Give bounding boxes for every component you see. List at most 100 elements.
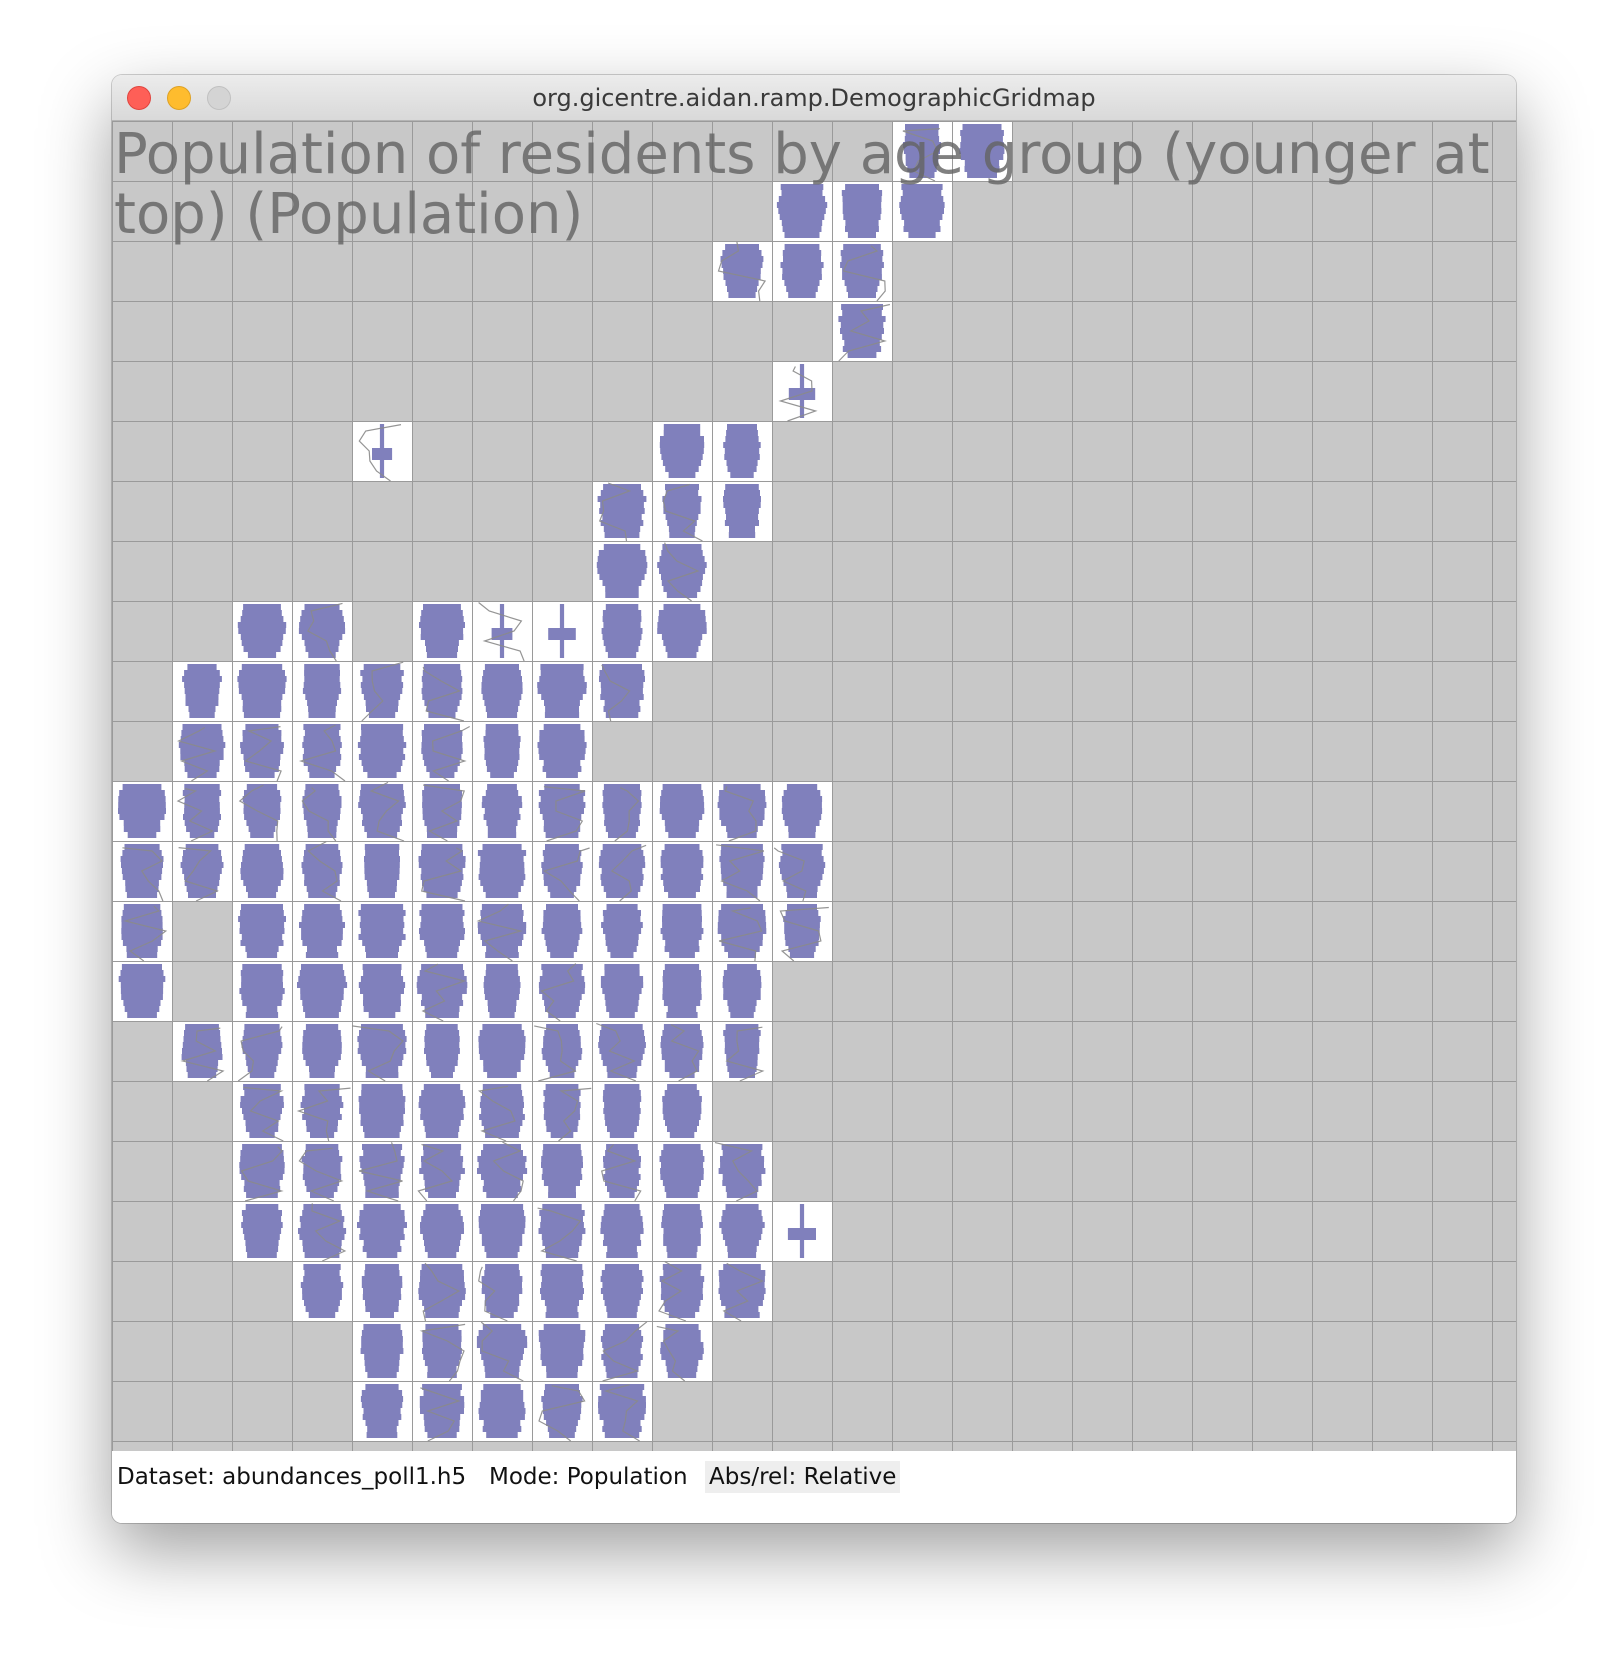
population-glyph[interactable]	[538, 1324, 586, 1378]
population-glyph[interactable]	[662, 1084, 702, 1138]
population-glyph[interactable]	[358, 904, 406, 958]
population-glyph[interactable]	[602, 784, 642, 838]
population-glyph[interactable]	[357, 1204, 407, 1258]
population-glyph[interactable]	[659, 784, 705, 838]
population-glyph[interactable]	[540, 1264, 584, 1318]
population-glyph[interactable]	[358, 964, 406, 1018]
population-glyph[interactable]	[657, 604, 707, 658]
population-glyph[interactable]	[548, 604, 576, 658]
population-glyph[interactable]	[481, 664, 523, 718]
population-glyph[interactable]	[477, 844, 527, 898]
population-glyph[interactable]	[357, 1024, 407, 1078]
population-glyph[interactable]	[361, 1264, 403, 1318]
gridmap-svg[interactable]	[112, 121, 1516, 1451]
population-glyph[interactable]	[543, 1084, 581, 1138]
population-glyph[interactable]	[360, 1324, 404, 1378]
population-glyph[interactable]	[302, 1024, 342, 1078]
mode-label[interactable]: Mode: Population	[489, 1464, 688, 1490]
population-glyph[interactable]	[720, 244, 764, 298]
population-glyph[interactable]	[242, 784, 282, 838]
population-glyph[interactable]	[841, 184, 883, 238]
population-glyph[interactable]	[723, 1024, 761, 1078]
population-glyph[interactable]	[182, 664, 222, 718]
population-glyph[interactable]	[359, 1144, 405, 1198]
population-glyph[interactable]	[477, 904, 527, 958]
population-glyph[interactable]	[659, 424, 705, 478]
population-glyph[interactable]	[718, 1144, 766, 1198]
population-glyph[interactable]	[240, 724, 284, 778]
population-glyph[interactable]	[478, 1384, 526, 1438]
population-glyph[interactable]	[541, 904, 583, 958]
population-glyph[interactable]	[600, 964, 644, 1018]
population-glyph[interactable]	[240, 844, 284, 898]
population-glyph[interactable]	[302, 724, 342, 778]
population-glyph[interactable]	[301, 1144, 343, 1198]
population-glyph[interactable]	[358, 784, 406, 838]
population-glyph[interactable]	[537, 664, 587, 718]
population-glyph[interactable]	[364, 844, 400, 898]
population-glyph[interactable]	[418, 1084, 466, 1138]
population-glyph[interactable]	[302, 664, 342, 718]
population-glyph[interactable]	[600, 1324, 644, 1378]
population-glyph[interactable]	[723, 484, 761, 538]
population-glyph[interactable]	[476, 1324, 528, 1378]
dataset-label[interactable]: Dataset: abundances_poll1.h5	[117, 1464, 467, 1490]
population-glyph[interactable]	[301, 844, 343, 898]
population-glyph[interactable]	[477, 1144, 528, 1198]
population-glyph[interactable]	[298, 604, 346, 658]
population-glyph[interactable]	[298, 1204, 347, 1258]
population-glyph[interactable]	[297, 964, 348, 1018]
population-glyph[interactable]	[357, 724, 407, 778]
population-glyph[interactable]	[538, 964, 586, 1018]
population-glyph[interactable]	[959, 124, 1005, 178]
population-glyph[interactable]	[538, 784, 586, 838]
population-glyph[interactable]	[241, 1024, 283, 1078]
population-glyph[interactable]	[601, 604, 643, 658]
population-glyph[interactable]	[840, 244, 884, 298]
population-glyph[interactable]	[478, 1204, 526, 1258]
population-glyph[interactable]	[717, 904, 767, 958]
population-glyph[interactable]	[483, 724, 521, 778]
population-glyph[interactable]	[418, 1264, 466, 1318]
population-glyph[interactable]	[903, 124, 942, 178]
population-glyph[interactable]	[787, 1204, 816, 1258]
population-glyph[interactable]	[481, 1264, 523, 1318]
population-glyph[interactable]	[776, 184, 828, 238]
title-bar[interactable]: org.gicentre.aidan.ramp.DemographicGridm…	[112, 75, 1516, 121]
population-glyph[interactable]	[418, 844, 466, 898]
close-button[interactable]	[127, 86, 151, 110]
population-glyph[interactable]	[491, 604, 513, 658]
population-glyph[interactable]	[180, 844, 224, 898]
population-glyph[interactable]	[300, 1264, 344, 1318]
population-glyph[interactable]	[722, 964, 762, 1018]
population-glyph[interactable]	[239, 964, 285, 1018]
population-glyph[interactable]	[717, 784, 767, 838]
population-glyph[interactable]	[237, 604, 287, 658]
population-glyph[interactable]	[422, 1324, 462, 1378]
population-glyph[interactable]	[600, 1204, 644, 1258]
gridmap-canvas[interactable]: Population of residents by age group (yo…	[112, 121, 1516, 1451]
population-glyph[interactable]	[241, 1204, 283, 1258]
population-glyph[interactable]	[118, 784, 166, 838]
population-glyph[interactable]	[537, 724, 587, 778]
population-glyph[interactable]	[899, 184, 945, 238]
population-glyph[interactable]	[597, 484, 647, 538]
population-glyph[interactable]	[238, 904, 286, 958]
population-glyph[interactable]	[419, 604, 465, 658]
abs-rel-toggle[interactable]: Abs/rel: Relative	[705, 1461, 901, 1493]
population-glyph[interactable]	[481, 784, 523, 838]
population-glyph[interactable]	[660, 904, 704, 958]
population-glyph[interactable]	[719, 1204, 765, 1258]
population-glyph[interactable]	[360, 1384, 404, 1438]
population-glyph[interactable]	[661, 1204, 703, 1258]
population-glyph[interactable]	[541, 1144, 583, 1198]
population-glyph[interactable]	[788, 364, 816, 418]
zoom-button[interactable]	[207, 86, 231, 110]
population-glyph[interactable]	[478, 1024, 526, 1078]
population-glyph[interactable]	[421, 664, 463, 718]
population-glyph[interactable]	[602, 1084, 642, 1138]
population-glyph[interactable]	[783, 904, 821, 958]
population-glyph[interactable]	[598, 844, 646, 898]
population-glyph[interactable]	[178, 724, 226, 778]
population-glyph[interactable]	[780, 244, 824, 298]
